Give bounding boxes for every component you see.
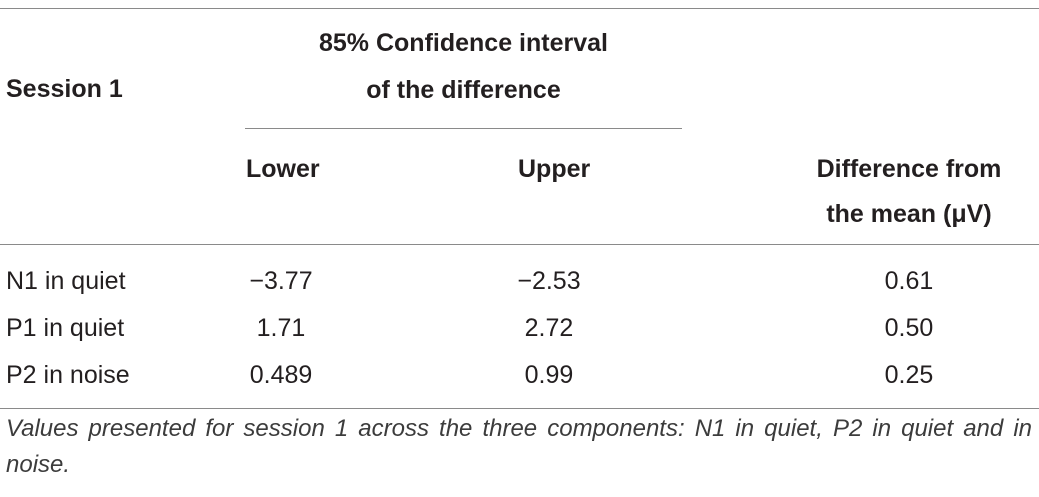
table-bottom-rule [0, 408, 1039, 409]
group-header-rule [245, 128, 682, 129]
table-cell-lower: 0.489 [249, 361, 313, 389]
table-row-label: P2 in noise [6, 361, 130, 389]
table-cell-difference: 0.61 [884, 267, 934, 295]
table-cell-difference: 0.50 [884, 314, 934, 342]
header-bottom-rule [0, 244, 1039, 245]
table-cell-upper: −2.53 [517, 267, 581, 295]
table-cell-lower: 1.71 [256, 314, 306, 342]
table-row-label: P1 in quiet [6, 314, 125, 342]
table-row-label: N1 in quiet [6, 267, 126, 295]
confidence-interval-header-line1: 85% Confidence interval [319, 29, 608, 57]
session-label: Session 1 [6, 75, 123, 103]
confidence-interval-header-line2: of the difference [366, 76, 561, 104]
table-top-rule [0, 8, 1039, 9]
table-footnote: Values presented for session 1 across th… [6, 415, 1032, 478]
table-cell-lower: −3.77 [249, 267, 313, 295]
column-header-lower: Lower [246, 155, 320, 183]
column-header-difference: Difference from the mean (μV) [760, 147, 1039, 237]
table-cell-upper: 2.72 [524, 314, 574, 342]
column-header-difference-line2: the mean (μV) [826, 200, 992, 228]
table-cell-difference: 0.25 [884, 361, 934, 389]
table-cell-upper: 0.99 [524, 361, 574, 389]
column-header-difference-line1: Difference from [816, 155, 1002, 183]
column-header-upper: Upper [518, 155, 591, 183]
confidence-interval-header: 85% Confidence interval of the differenc… [245, 20, 682, 114]
